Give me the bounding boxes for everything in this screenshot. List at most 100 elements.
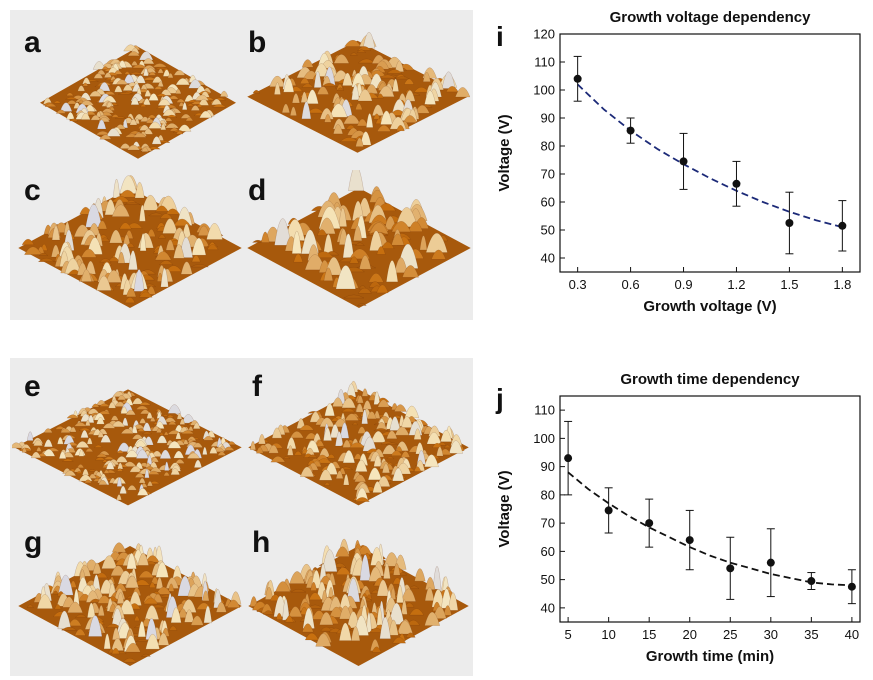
afm-peak: [43, 428, 53, 433]
afm-peak: [215, 601, 227, 613]
y-tick-label: 50: [541, 223, 555, 238]
afm-peak: [362, 400, 372, 410]
afm-peak: [376, 284, 389, 294]
data-point: [838, 221, 847, 230]
data-point: [807, 577, 816, 586]
data-point: [679, 157, 688, 166]
afm-peak: [151, 136, 162, 145]
afm-peak: [270, 456, 286, 463]
afm-peak: [275, 581, 291, 592]
afm-peak: [346, 383, 357, 398]
y-tick-label: 100: [533, 83, 555, 98]
afm-peak: [258, 434, 266, 445]
afm-peak: [163, 68, 170, 71]
afm-peak: [375, 422, 388, 431]
afm-peak: [329, 103, 348, 118]
afm-peak: [182, 102, 188, 110]
afm-peak: [75, 441, 90, 448]
afm-peak: [126, 144, 141, 151]
afm-peak: [198, 98, 210, 106]
data-point: [726, 564, 735, 573]
afm-peak: [350, 52, 358, 56]
afm-peak: [385, 442, 399, 445]
afm-peak: [350, 626, 361, 641]
afm-peak: [112, 627, 121, 640]
y-axis-label: Voltage (V): [496, 470, 513, 547]
afm-peak: [125, 642, 141, 653]
afm-peak: [187, 436, 197, 441]
afm-peak: [165, 239, 175, 251]
afm-peak: [190, 264, 210, 268]
afm-peak: [85, 419, 91, 426]
afm-peak: [66, 414, 79, 419]
afm-peak: [448, 592, 459, 611]
afm-peak: [44, 103, 57, 107]
afm-peak: [160, 89, 172, 96]
afm-peak: [142, 58, 155, 65]
afm-peak: [271, 427, 283, 439]
afm-peak: [424, 90, 436, 105]
afm-peak: [152, 63, 168, 68]
afm-peak: [302, 607, 315, 629]
afm-peak: [116, 477, 123, 487]
afm-peak: [448, 440, 464, 454]
afm-peak: [173, 450, 185, 459]
afm-peak: [219, 90, 229, 97]
data-point: [732, 179, 741, 188]
afm-peak: [139, 204, 146, 222]
afm-peak: [316, 229, 328, 236]
afm-peak: [349, 256, 359, 264]
afm-peak: [307, 454, 318, 458]
afm-peak: [356, 49, 367, 53]
afm-peak: [289, 571, 305, 584]
x-tick-label: 0.9: [674, 277, 692, 292]
afm-peak: [145, 618, 158, 640]
afm-peak: [190, 105, 200, 111]
afm-peak: [156, 428, 162, 433]
afm-peak: [112, 178, 121, 199]
afm-peak: [181, 430, 195, 434]
afm-peak: [93, 73, 104, 79]
afm-peak: [154, 251, 172, 261]
afm-peak: [114, 583, 127, 592]
afm-peak: [301, 83, 314, 88]
afm-peak: [404, 90, 416, 102]
afm-peak: [80, 248, 97, 258]
afm-peak: [144, 468, 150, 479]
afm-peak: [262, 610, 275, 615]
y-axis-label: Voltage (V): [496, 114, 513, 191]
afm-peak: [65, 92, 74, 96]
afm-peak: [403, 115, 418, 123]
afm-peak: [130, 97, 140, 105]
afm-peak: [413, 428, 422, 440]
afm-peak: [103, 633, 111, 650]
chart-title: Growth voltage dependency: [610, 9, 812, 26]
afm-peak: [61, 458, 74, 462]
afm-peak: [146, 481, 153, 487]
afm-peak: [109, 106, 116, 111]
afm-peak: [355, 103, 363, 110]
afm-peak: [315, 633, 332, 647]
afm-peak: [371, 646, 382, 653]
afm-peak: [356, 395, 364, 404]
afm-peak: [135, 75, 146, 84]
afm-peak: [177, 124, 192, 132]
afm-peak: [369, 222, 389, 235]
afm-peak: [203, 605, 213, 624]
afm-peak: [155, 561, 169, 578]
afm-peak: [133, 615, 140, 622]
afm-surface-b: [247, 32, 470, 153]
afm-peak: [77, 85, 86, 92]
chart-title: Growth time dependency: [620, 371, 800, 388]
x-tick-label: 35: [804, 627, 818, 642]
afm-peak: [319, 611, 334, 626]
y-tick-label: 110: [534, 403, 555, 418]
afm-peak: [84, 479, 93, 484]
afm-peak: [108, 401, 117, 409]
x-tick-label: 25: [723, 627, 737, 642]
y-tick-label: 80: [541, 139, 555, 154]
afm-peak: [383, 562, 391, 579]
afm-peak: [138, 401, 152, 406]
x-tick-label: 0.3: [569, 277, 587, 292]
afm-peak: [322, 549, 338, 572]
